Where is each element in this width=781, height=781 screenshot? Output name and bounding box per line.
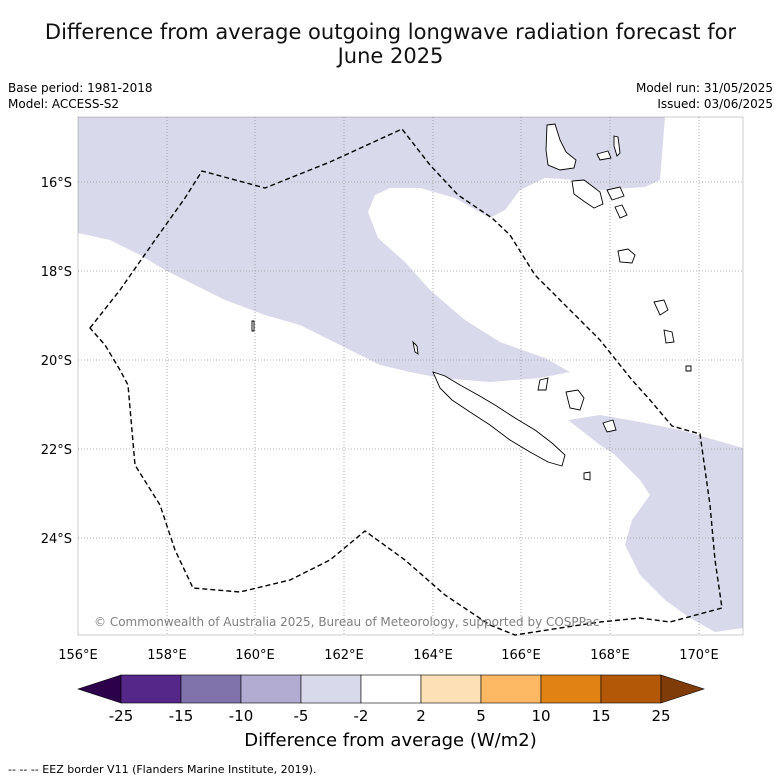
colorbar-tick: 5: [476, 707, 486, 725]
new-caledonia-coastline: [432, 371, 566, 467]
colorbar-tick: -2: [354, 707, 369, 725]
lat-label: 16°S: [41, 176, 72, 191]
matthew-island-1: [653, 299, 669, 316]
colorbar-tick: 15: [591, 707, 610, 725]
issued-date: Issued: 03/06/2025: [657, 97, 773, 111]
lon-label: 160°E: [235, 648, 275, 663]
lon-label: 164°E: [413, 648, 453, 663]
lon-label: 166°E: [501, 648, 541, 663]
colorbar-segment: [300, 674, 362, 704]
colorbar-tick: -5: [294, 707, 309, 725]
colorbar-tick: -15: [169, 707, 194, 725]
colorbar-label: Difference from average (W/m2): [244, 730, 537, 751]
lat-label: 22°S: [41, 443, 72, 458]
matthew-island-2: [663, 329, 675, 344]
vanuatu-island-2: [596, 150, 612, 161]
latitude-labels: 16°S 18°S 20°S 22°S 24°S: [41, 176, 72, 547]
base-period: Base period: 1981-2018: [8, 81, 153, 95]
anomaly-region-southeast: [568, 415, 743, 632]
copyright-text: © Commonwealth of Australia 2025, Bureau…: [94, 615, 599, 629]
lat-label: 24°S: [41, 532, 72, 547]
title-line-1: Difference from average outgoing longwav…: [44, 20, 737, 44]
map-frame: [77, 116, 744, 636]
coastlines: [251, 123, 692, 481]
colorbar-segment: [480, 674, 542, 704]
colorbar-segments: [120, 674, 662, 704]
vanuatu-island-1: [545, 123, 577, 171]
anomaly-region-corner: [78, 117, 100, 122]
colorbar-tick: 10: [531, 707, 550, 725]
colorbar-segment: [420, 674, 482, 704]
vanuatu-island-5: [606, 186, 625, 201]
lon-label: 156°E: [58, 648, 98, 663]
hunter-island: [685, 365, 692, 372]
colorbar-tick: -10: [229, 707, 254, 725]
vanuatu-island-7: [617, 248, 636, 264]
lon-label: 170°E: [679, 648, 719, 663]
lon-label: 168°E: [590, 648, 630, 663]
vanuatu-island-3: [613, 135, 621, 157]
colorbar-extend-high: [660, 674, 705, 704]
vanuatu-island-4: [571, 179, 604, 209]
lat-label: 20°S: [41, 354, 72, 369]
colorbar-tick: 2: [416, 707, 426, 725]
loyalty-island-2: [537, 377, 549, 391]
meta-right: Model run: 31/05/2025 Issued: 03/06/2025: [636, 80, 773, 112]
eez-footnote: -- -- -- EEZ border V11 (Flanders Marine…: [8, 763, 317, 776]
longitude-labels: 156°E 158°E 160°E 162°E 164°E 166°E 168°…: [58, 648, 719, 663]
lon-label: 162°E: [324, 648, 364, 663]
meta-left: Base period: 1981-2018 Model: ACCESS-S2: [8, 80, 153, 112]
model-run: Model run: 31/05/2025: [635, 81, 773, 95]
loyalty-island-3: [602, 419, 617, 433]
lon-label: 158°E: [147, 648, 187, 663]
entrecasteaux-islet: [412, 340, 419, 355]
colorbar-tick: -25: [109, 707, 134, 725]
anomaly-shading: [78, 117, 743, 632]
vanuatu-island-6: [614, 204, 628, 219]
colorbar-ticks: -25 -15 -10 -5 -2 2 5 10 15 25: [109, 707, 671, 725]
model-name: Model: ACCESS-S2: [8, 97, 120, 111]
loyalty-island-1: [565, 389, 585, 411]
colorbar-segment: [600, 674, 662, 704]
colorbar-segment: [360, 674, 422, 704]
colorbar-segment: [540, 674, 602, 704]
title-line-2: June 2025: [337, 44, 444, 68]
colorbar-segment: [180, 674, 242, 704]
eez-boundary: [89, 128, 723, 636]
isle-of-pines: [583, 471, 591, 481]
gridlines: [78, 117, 743, 635]
colorbar-segment: [120, 674, 182, 704]
colorbar-tick: 25: [651, 707, 670, 725]
chesterfield-islet: [251, 320, 255, 332]
map-title: Difference from average outgoing longwav…: [0, 20, 781, 68]
colorbar: -25 -15 -10 -5 -2 2 5 10 15 25: [77, 674, 705, 725]
colorbar-extend-low: [77, 674, 122, 704]
anomaly-region-north: [78, 117, 665, 382]
colorbar-segment: [240, 674, 302, 704]
lat-label: 18°S: [41, 265, 72, 280]
